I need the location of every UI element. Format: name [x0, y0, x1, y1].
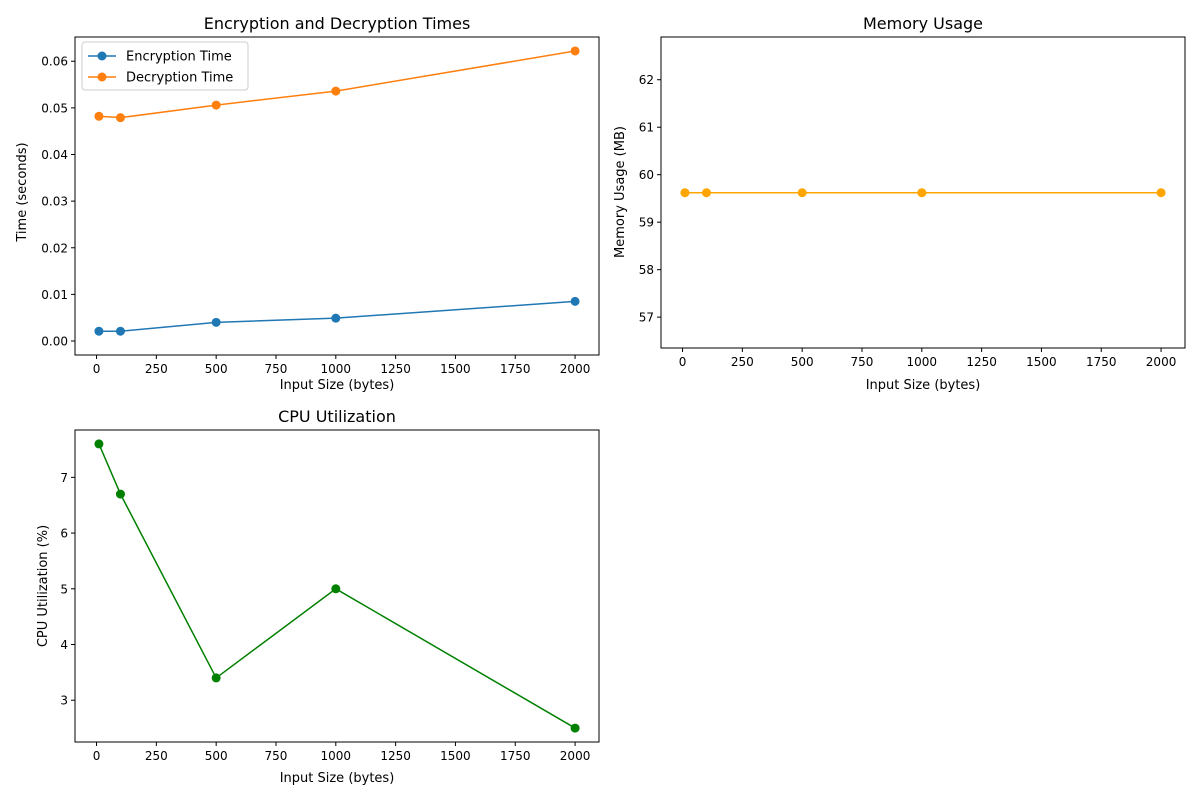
data-point: [115, 326, 125, 336]
legend-label-encryption: Encryption Time: [126, 50, 232, 65]
legend-marker-encryption: [97, 51, 107, 61]
panel-memory-usage: Memory Usage 0 250 500 750 1000 1250 1500 1750 2…: [613, 14, 1186, 393]
x-tick-label: 500: [205, 362, 228, 376]
legend-marker-decryption: [97, 72, 107, 82]
y-tick-label: 6: [60, 527, 68, 541]
data-point: [331, 584, 341, 594]
x-tick-label: 2000: [1146, 355, 1177, 369]
panel-cpu-utilization: CPU Utilization 0 250 500 750 1000 1250 1500 17…: [36, 407, 600, 786]
x-tick-label: 750: [265, 749, 288, 763]
y-tick-label: 5: [60, 582, 68, 596]
y-tick-label: 0.02: [41, 241, 68, 255]
x-axis-label: Input Size (bytes): [280, 378, 395, 393]
legend: Encryption Time Decryption Time: [81, 41, 249, 91]
data-point: [94, 439, 104, 449]
x-tick-label: 2000: [560, 362, 591, 376]
data-point: [917, 188, 927, 198]
chart-title: Encryption and Decryption Times: [204, 14, 471, 33]
x-tick-label: 750: [851, 355, 874, 369]
data-point: [211, 317, 221, 327]
y-tick-label: 58: [639, 263, 654, 277]
data-point: [211, 100, 221, 110]
data-point: [570, 723, 580, 733]
data-point: [570, 46, 580, 56]
x-tick-label: 1000: [321, 362, 352, 376]
data-point: [680, 188, 690, 198]
y-tick-label: 57: [639, 311, 654, 325]
legend-frame: [81, 41, 249, 91]
y-tick-label: 3: [60, 694, 68, 708]
y-tick-label: 0.01: [41, 288, 68, 302]
axes-frame: [74, 36, 600, 356]
x-tick-label: 2000: [560, 749, 591, 763]
data-point: [701, 188, 711, 198]
data-point: [797, 188, 807, 198]
y-tick-label: 62: [639, 73, 654, 87]
y-tick-label: 0.04: [41, 148, 68, 162]
x-tick-label: 1250: [966, 355, 997, 369]
x-tick-label: 1750: [500, 749, 531, 763]
y-tick-label: 0.03: [41, 195, 68, 209]
x-tick-label: 1500: [440, 362, 471, 376]
data-point: [94, 111, 104, 121]
panel-encryption-decryption: Encryption and Decryption Times 0 250 500 7…: [15, 14, 600, 393]
x-tick-label: 1000: [321, 749, 352, 763]
chart-title: CPU Utilization: [278, 407, 396, 426]
data-point: [331, 86, 341, 96]
legend-label-decryption: Decryption Time: [126, 71, 233, 86]
x-tick-label: 1500: [1026, 355, 1057, 369]
y-tick-label: 59: [639, 216, 654, 230]
data-point: [94, 326, 104, 336]
y-axis-label: Memory Usage (MB): [613, 126, 628, 258]
y-tick-label: 0.00: [41, 335, 68, 349]
x-tick-label: 0: [93, 749, 101, 763]
plot-area: 0 250 500 750 1000 1250 1500 1750 2000 0.00 0.01 0.…: [41, 36, 600, 376]
data-point: [1156, 188, 1166, 198]
plot-area: 0 250 500 750 1000 1250 1500 1750 2000 3 4 5 6 7: [60, 429, 600, 763]
data-point: [115, 113, 125, 123]
x-tick-label: 0: [679, 355, 687, 369]
x-tick-label: 750: [265, 362, 288, 376]
data-point: [331, 313, 341, 323]
axes-frame: [660, 36, 1186, 349]
y-axis-label: Time (seconds): [15, 142, 30, 242]
axes-frame: [74, 429, 600, 743]
data-point: [115, 489, 125, 499]
y-tick-label: 61: [639, 121, 654, 135]
x-tick-label: 500: [791, 355, 814, 369]
x-axis-label: Input Size (bytes): [280, 771, 395, 786]
x-tick-label: 250: [145, 749, 168, 763]
data-point: [570, 296, 580, 306]
x-tick-label: 1250: [380, 749, 411, 763]
plot-area: 0 250 500 750 1000 1250 1500 1750 2000 57 58 59 60 61…: [639, 36, 1186, 369]
x-tick-label: 1250: [380, 362, 411, 376]
x-tick-label: 1750: [500, 362, 531, 376]
x-tick-label: 500: [205, 749, 228, 763]
y-tick-label: 4: [60, 638, 68, 652]
x-tick-label: 1500: [440, 749, 471, 763]
y-tick-label: 7: [60, 471, 68, 485]
y-axis-label: CPU Utilization (%): [36, 525, 51, 647]
y-tick-label: 60: [639, 168, 654, 182]
x-tick-label: 1000: [907, 355, 938, 369]
x-tick-label: 0: [93, 362, 101, 376]
y-tick-label: 0.05: [41, 101, 68, 115]
x-tick-label: 250: [731, 355, 754, 369]
y-tick-label: 0.06: [41, 55, 68, 69]
chart-title: Memory Usage: [863, 14, 983, 33]
x-tick-label: 1750: [1086, 355, 1117, 369]
x-axis-label: Input Size (bytes): [866, 378, 981, 393]
data-point: [211, 673, 221, 683]
x-tick-label: 250: [145, 362, 168, 376]
